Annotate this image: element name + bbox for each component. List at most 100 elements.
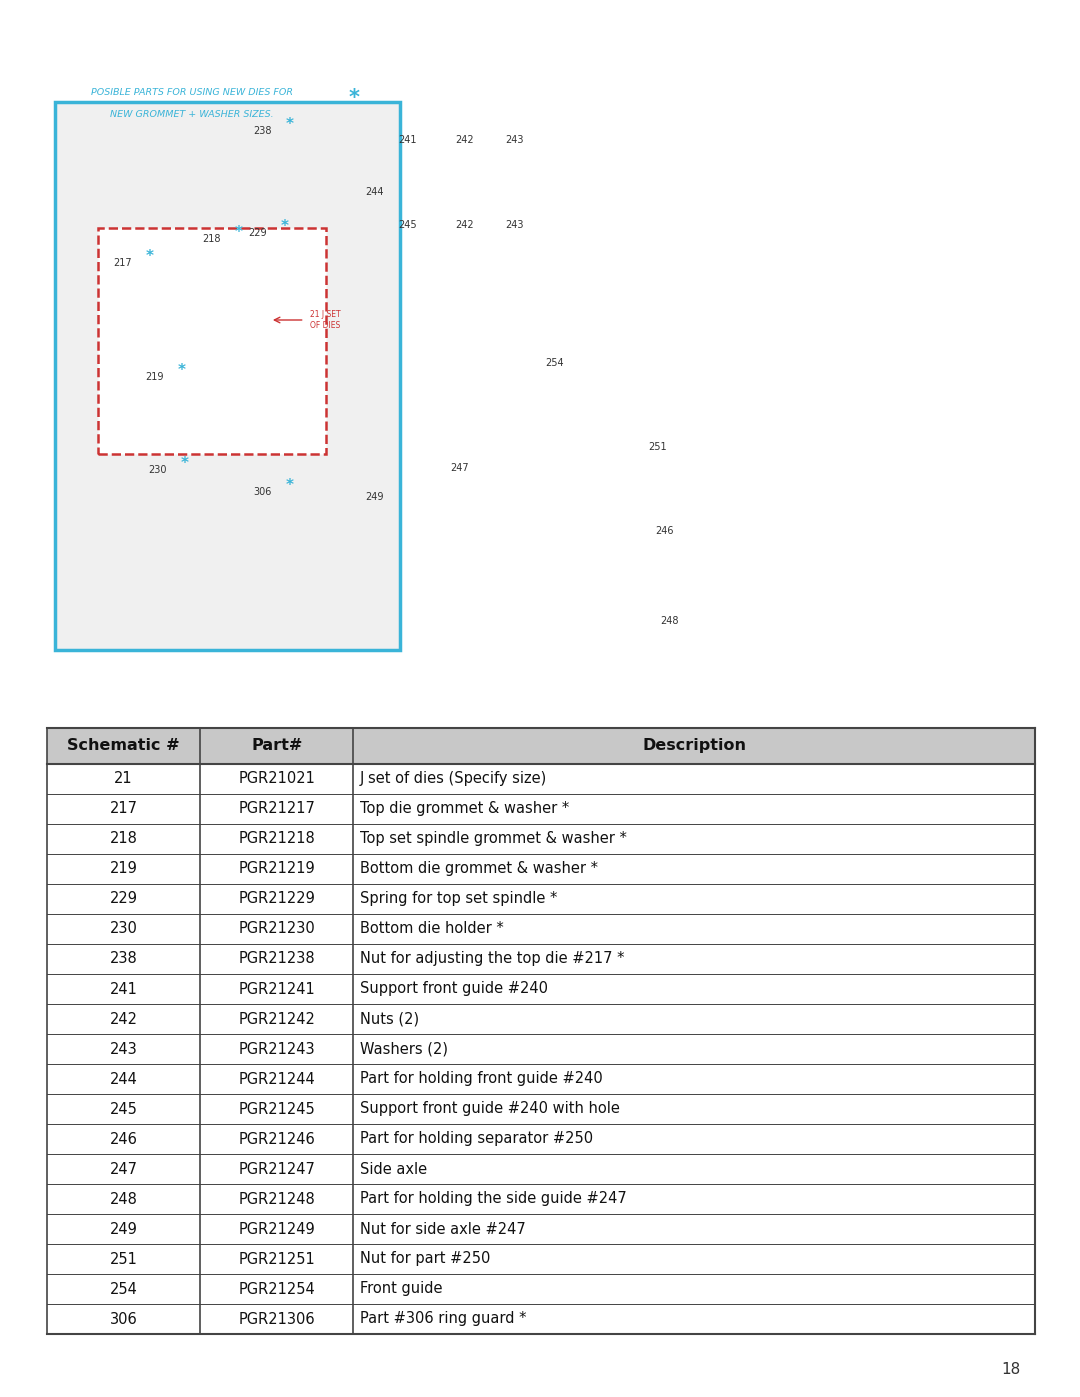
Bar	[48, 1303, 1035, 1334]
Text: 18: 18	[1001, 1362, 1021, 1376]
Bar	[48, 884, 1035, 914]
Text: 219: 219	[145, 372, 163, 381]
Text: 245: 245	[110, 1101, 137, 1116]
Bar	[48, 728, 1035, 764]
Text: 229: 229	[109, 891, 137, 907]
Text: Nut for side axle #247: Nut for side axle #247	[360, 1221, 526, 1236]
Text: PGR21217: PGR21217	[239, 802, 315, 816]
Text: 246: 246	[110, 1132, 137, 1147]
Bar	[48, 854, 1035, 884]
Text: 246: 246	[654, 527, 674, 536]
Text: *: *	[285, 478, 294, 493]
Text: PGR21246: PGR21246	[239, 1132, 315, 1147]
Text: PGR21251: PGR21251	[239, 1252, 315, 1267]
Text: 248: 248	[660, 616, 678, 626]
Text: Washers (2): Washers (2)	[360, 1042, 448, 1056]
Bar	[48, 1034, 1035, 1065]
Text: 244: 244	[365, 187, 383, 197]
Bar	[48, 1154, 1035, 1185]
Text: PGR21229: PGR21229	[239, 891, 315, 907]
Text: PGR21245: PGR21245	[239, 1101, 315, 1116]
Text: 249: 249	[365, 492, 383, 502]
Text: Nut for part #250: Nut for part #250	[360, 1252, 490, 1267]
Text: Schematic #: Schematic #	[67, 739, 180, 753]
Text: 251: 251	[648, 441, 666, 453]
Text: 218: 218	[202, 235, 220, 244]
Text: PGR21247: PGR21247	[239, 1161, 315, 1176]
Text: 306: 306	[110, 1312, 137, 1327]
Text: NEW GROMMET + WASHER SIZES.: NEW GROMMET + WASHER SIZES.	[110, 110, 274, 119]
Text: 248: 248	[110, 1192, 137, 1207]
Bar	[48, 793, 1035, 824]
Bar	[48, 1094, 1035, 1125]
Text: 249: 249	[110, 1221, 137, 1236]
Text: 243: 243	[110, 1042, 137, 1056]
Text: 247: 247	[109, 1161, 137, 1176]
Text: 306: 306	[253, 488, 271, 497]
Text: Description: Description	[643, 739, 746, 753]
Text: 229: 229	[248, 228, 267, 237]
Text: 217: 217	[109, 802, 137, 816]
Text: *: *	[281, 219, 288, 233]
Text: PGR21241: PGR21241	[239, 982, 315, 996]
Text: Support front guide #240 with hole: Support front guide #240 with hole	[360, 1101, 620, 1116]
Text: Side axle: Side axle	[360, 1161, 427, 1176]
Text: Spring for top set spindle *: Spring for top set spindle *	[360, 891, 557, 907]
Text: 21 J SET
OF DIES: 21 J SET OF DIES	[310, 310, 340, 331]
Text: 243: 243	[505, 219, 524, 231]
Text: 21: 21	[114, 771, 133, 787]
Text: PGR21219: PGR21219	[239, 862, 315, 876]
Text: 230: 230	[110, 922, 137, 936]
Text: PGR21230: PGR21230	[239, 922, 315, 936]
Text: 218: 218	[110, 831, 137, 847]
Bar	[55, 102, 400, 650]
Text: Part for holding the side guide #247: Part for holding the side guide #247	[360, 1192, 626, 1207]
Text: Bottom die grommet & washer *: Bottom die grommet & washer *	[360, 862, 597, 876]
Text: 254: 254	[545, 358, 564, 367]
Bar	[48, 1065, 1035, 1094]
Text: 251: 251	[110, 1252, 137, 1267]
Text: 241: 241	[399, 136, 417, 145]
Text: 241: 241	[110, 982, 137, 996]
Bar	[48, 974, 1035, 1004]
Text: 238: 238	[110, 951, 137, 967]
Bar	[48, 1004, 1035, 1034]
Text: 245: 245	[399, 219, 417, 231]
Text: *: *	[234, 225, 242, 240]
Text: *: *	[146, 249, 153, 264]
Text: *: *	[349, 88, 360, 108]
Text: Front guide: Front guide	[360, 1281, 443, 1296]
Bar	[48, 764, 1035, 793]
Text: Part #306 ring guard *: Part #306 ring guard *	[360, 1312, 526, 1327]
Text: POSIBLE PARTS FOR USING NEW DIES FOR: POSIBLE PARTS FOR USING NEW DIES FOR	[91, 88, 293, 96]
Text: 242: 242	[109, 1011, 137, 1027]
Text: 219: 219	[110, 862, 137, 876]
Bar	[48, 1274, 1035, 1303]
Text: 243: 243	[505, 136, 524, 145]
Text: 230: 230	[148, 465, 166, 475]
Text: Part#: Part#	[251, 739, 302, 753]
Text: 217: 217	[113, 258, 132, 268]
Text: *: *	[285, 117, 294, 131]
Text: PGR21242: PGR21242	[239, 1011, 315, 1027]
Text: 254: 254	[110, 1281, 137, 1296]
Text: PGR21248: PGR21248	[239, 1192, 315, 1207]
Text: PGR21218: PGR21218	[239, 831, 315, 847]
Bar	[48, 914, 1035, 944]
Text: 242: 242	[455, 219, 474, 231]
Text: Part for holding separator #250: Part for holding separator #250	[360, 1132, 593, 1147]
Text: Top die grommet & washer *: Top die grommet & washer *	[360, 802, 569, 816]
Text: Top set spindle grommet & washer *: Top set spindle grommet & washer *	[360, 831, 626, 847]
Text: PGR21254: PGR21254	[239, 1281, 315, 1296]
Text: Part for holding front guide #240: Part for holding front guide #240	[360, 1071, 603, 1087]
Bar	[48, 1214, 1035, 1243]
Text: 247: 247	[450, 462, 469, 474]
Text: PGR21021: PGR21021	[239, 771, 315, 787]
Text: *: *	[180, 455, 188, 471]
Text: J set of dies (Specify size): J set of dies (Specify size)	[360, 771, 546, 787]
Bar	[48, 824, 1035, 854]
Text: Support front guide #240: Support front guide #240	[360, 982, 548, 996]
Bar	[48, 1125, 1035, 1154]
Text: 244: 244	[110, 1071, 137, 1087]
Text: PGR21244: PGR21244	[239, 1071, 315, 1087]
